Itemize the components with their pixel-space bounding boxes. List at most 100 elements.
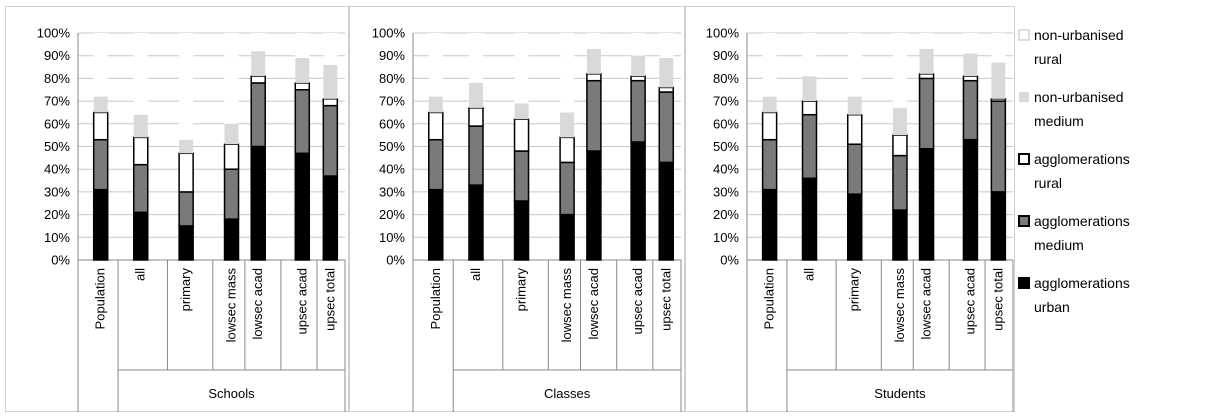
legend-label: agglomerations [1034, 151, 1130, 167]
category-label: lowsec acad [250, 268, 265, 340]
y-tick-label: 10% [713, 230, 739, 245]
bar-segment [990, 98, 1007, 102]
bar-segment [92, 188, 109, 261]
bar-segment [133, 33, 148, 115]
y-tick-label: 70% [713, 94, 739, 109]
bar-segment [847, 96, 862, 115]
bar-segment [428, 138, 444, 191]
bar-segment [761, 138, 778, 191]
bar-segment [892, 154, 908, 211]
bar-segment [513, 118, 530, 152]
bar-segment [918, 73, 935, 80]
bar-segment [513, 200, 530, 261]
chart-panel-schools: 0% 10% 20% 30% 40% 50% 60% 70% 80% 90% 100% Populat… [5, 6, 349, 412]
panel-border [5, 6, 349, 412]
bar-segment [179, 33, 194, 140]
bar-segment [322, 98, 339, 107]
legend-label: agglomerations [1034, 213, 1130, 229]
bar-segment [990, 100, 1007, 193]
bar-segment [918, 148, 935, 261]
bar-segment [586, 73, 602, 82]
y-tick-label: 90% [379, 48, 405, 63]
bar-segment [761, 188, 778, 261]
bar-segment [658, 91, 675, 164]
y-tick-label: 20% [379, 207, 405, 222]
bar-segment [428, 188, 444, 261]
bar-segment [132, 136, 149, 166]
bar-segment [223, 168, 240, 220]
bar-segment [250, 82, 266, 148]
group-label: Schools [208, 386, 255, 401]
group-label: Students [874, 386, 926, 401]
category-label: lowsec acad [919, 268, 934, 340]
bar-segment [658, 86, 675, 93]
chart-panel-classes: 0% 10% 20% 30% 40% 50% 60% 70% 80% 90% 100% Populat… [349, 6, 685, 412]
bar-segment [631, 33, 646, 56]
bar-segment [92, 111, 109, 141]
y-tick-label: 20% [713, 207, 739, 222]
bar-segment [847, 33, 862, 97]
bar-segment [802, 33, 817, 77]
bar-segment [892, 33, 907, 108]
bar-segment [513, 150, 530, 202]
bar-segment [294, 89, 311, 155]
bar-segment [322, 104, 339, 177]
bar-segment [801, 177, 818, 261]
y-tick-label: 0% [386, 253, 405, 268]
legend: non-urbanised rural non-urbanised medium agg… [1018, 27, 1130, 315]
bar-segment [801, 100, 818, 116]
bar-segment [559, 213, 575, 261]
y-tick-label: 40% [379, 162, 405, 177]
y-tick-label: 30% [44, 184, 70, 199]
category-label: upsec acad [294, 268, 309, 335]
bar-segment [761, 111, 778, 141]
legend-label: non-urbanised [1034, 89, 1124, 105]
category-label: Population [762, 268, 777, 329]
legend-label: medium [1034, 237, 1084, 253]
bar-segment [892, 134, 908, 157]
bar-segment [559, 161, 575, 216]
y-tick-label: 60% [713, 116, 739, 131]
category-label: lowsec mass [559, 268, 574, 343]
bar-segment [801, 113, 818, 180]
bar-segment [132, 163, 149, 214]
y-tick-label: 30% [379, 184, 405, 199]
bar-segment [224, 33, 239, 124]
bar-segment [468, 184, 484, 261]
y-tick-label: 30% [713, 184, 739, 199]
category-label: upsec acad [630, 268, 645, 335]
bar-segment [514, 33, 529, 104]
bar-segment [323, 33, 338, 65]
bar-segment [962, 75, 979, 82]
y-tick-label: 40% [713, 162, 739, 177]
bar-segment [93, 33, 108, 97]
bar-segment [92, 138, 109, 191]
legend-label: agglomerations [1034, 275, 1130, 291]
bar-segment [178, 191, 194, 227]
bar-segment [428, 111, 444, 141]
bar-segment [918, 77, 935, 150]
bar-segment [990, 191, 1007, 261]
panel-border [349, 6, 685, 412]
bar-segment [223, 218, 240, 261]
bar-segment [846, 193, 863, 261]
bar-segment [93, 96, 108, 113]
y-tick-label: 70% [44, 94, 70, 109]
bar-segment [428, 33, 443, 97]
bar-segment [132, 211, 149, 261]
legend-swatch [1019, 92, 1029, 102]
legend-label: non-urbanised [1034, 27, 1124, 43]
bar-segment [919, 33, 934, 49]
bar-segment [659, 57, 674, 88]
y-tick-label: 90% [713, 48, 739, 63]
bar-segment [295, 33, 310, 58]
y-tick-label: 80% [379, 71, 405, 86]
bar-segment [468, 125, 484, 186]
y-tick-label: 20% [44, 207, 70, 222]
y-tick-label: 50% [379, 139, 405, 154]
y-tick-label: 10% [379, 230, 405, 245]
bar-segment [178, 152, 194, 193]
bar-segment [991, 62, 1006, 99]
legend-swatch [1018, 215, 1030, 227]
